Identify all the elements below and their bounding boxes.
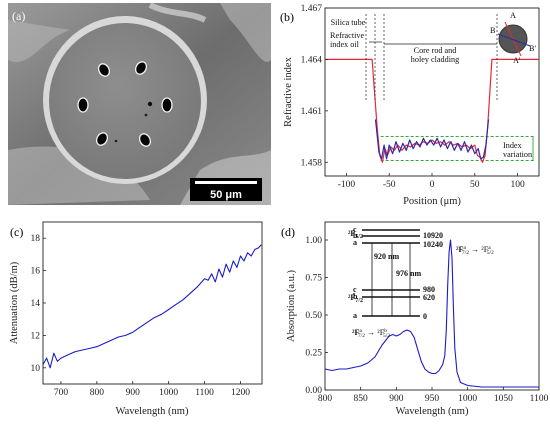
series-line-0 xyxy=(325,58,539,163)
lower-level-a: a xyxy=(353,311,357,320)
x-tick-label: 900 xyxy=(126,388,141,398)
x-tick-label: 800 xyxy=(318,394,333,404)
upper-level-a: a xyxy=(353,238,357,247)
scale-bar xyxy=(195,181,257,184)
y-tick-label: 0.25 xyxy=(305,349,322,359)
panel-label-d: (d) xyxy=(281,225,295,239)
annotation-index-variation: Index xyxy=(503,141,522,150)
series-line-1 xyxy=(374,119,490,160)
annotation-index-oil: Refractive xyxy=(330,31,364,40)
x-axis-label-c: Wavelength (nm) xyxy=(116,406,189,417)
lower-level-c-value: 980 xyxy=(423,285,435,294)
y-tick-label: 16 xyxy=(31,267,41,277)
y-tick-label: 10 xyxy=(31,364,41,374)
y-tick-label: 12 xyxy=(31,331,41,341)
y-tick-label: 1.461 xyxy=(301,107,323,117)
series-group-c xyxy=(42,244,262,369)
panel-label-b: (b) xyxy=(280,10,294,24)
x-tick-label: 1200 xyxy=(231,388,250,398)
panel-label-c: (c) xyxy=(10,225,23,239)
energy-level-diagram: ²F5/2 ²F7/2 c b a 10920 10240 c b a 980 … xyxy=(348,225,443,321)
panel-d: (d) 800 850 900 950 1000 1050 1100 0.00 0.25 0.50… xyxy=(281,221,549,417)
scale-bar-label: 50 μm xyxy=(210,189,242,201)
x-tick-label: 1000 xyxy=(159,388,178,398)
x-tick-label: 1100 xyxy=(195,388,214,398)
series-group-d xyxy=(324,239,539,388)
index-variation-band xyxy=(380,136,535,161)
x-tick-label: 0 xyxy=(430,180,435,190)
annotation-ab-transition: ²Fa 7/2 → ²Fb 5/2 xyxy=(352,328,390,339)
inset-label-A-prime: A' xyxy=(513,56,521,65)
lower-level-a-value: 0 xyxy=(423,312,427,321)
inset-label-A: A xyxy=(510,11,516,20)
y-tick-label: 1.458 xyxy=(301,158,323,168)
y-tick-label: 1.464 xyxy=(301,55,323,65)
y-tick-label: 0.00 xyxy=(305,386,322,396)
x-tick-label: 800 xyxy=(90,388,105,398)
transition-976: 976 nm xyxy=(396,269,421,278)
annotation-index-variation-2: variation xyxy=(503,150,532,159)
lower-term-label: ²F7/2 xyxy=(348,293,363,304)
y-tick-label: 18 xyxy=(31,234,41,244)
panel-a: 50 μm (a) xyxy=(8,2,271,205)
y-tick-label: 14 xyxy=(31,299,41,309)
x-tick-label: -100 xyxy=(338,180,356,190)
x-tick-label: 100 xyxy=(510,180,525,190)
plot-frame-c xyxy=(42,221,263,385)
annotation-aa-transition: ²Fa 7/2 → ²Fa 5/2 xyxy=(456,245,494,256)
x-tick-label: -50 xyxy=(383,180,396,190)
inset-label-B: B xyxy=(490,26,496,35)
upper-level-a-value: 10240 xyxy=(423,240,443,249)
annotation-guides-b xyxy=(365,14,498,100)
lower-level-b-value: 620 xyxy=(423,293,435,302)
x-tick-label: 950 xyxy=(425,394,440,404)
panel-b: (b) -100 -50 0 50 100 1.458 1.461 1.464 1.467 Si… xyxy=(280,4,540,207)
panel-c: (c) 700 800 900 1000 1100 1200 10 12 14 16 18 Wave… xyxy=(9,221,263,417)
inset-label-B-prime: B' xyxy=(529,44,536,53)
y-axis-label-b: Refractive index xyxy=(283,56,294,126)
x-tick-label: 1050 xyxy=(494,394,513,404)
x-axis-label-b: Position (μm) xyxy=(403,196,461,207)
axis-ticks-d: 800 850 900 950 1000 1050 1100 0.00 0.25 0.50 0.75… xyxy=(305,236,548,404)
y-tick-label: 1.467 xyxy=(301,4,323,14)
x-tick-label: 50 xyxy=(470,180,480,190)
annotation-core-rod-2: holey cladding xyxy=(411,55,459,64)
x-tick-label: 700 xyxy=(54,388,69,398)
y-tick-label: 1.00 xyxy=(305,236,322,246)
annotation-core-rod: Core rod and xyxy=(414,46,457,55)
y-axis-label-d: Absorption (a.u.) xyxy=(286,269,297,342)
inset-fiber-diagram: A B B' A' xyxy=(490,11,536,65)
series-line-0 xyxy=(42,244,262,369)
x-tick-label: 900 xyxy=(389,394,404,404)
transition-920: 920 nm xyxy=(374,252,399,261)
fiber-end-face xyxy=(49,23,201,179)
upper-level-c-value: 10920 xyxy=(423,231,443,240)
x-tick-label: 1100 xyxy=(530,394,549,404)
panel-label-a: (a) xyxy=(12,9,25,23)
upper-level-c: c xyxy=(353,225,357,234)
lower-level-b: b xyxy=(353,292,358,301)
y-axis-label-c: Attenuation (dB/m) xyxy=(9,261,20,344)
series-line-0 xyxy=(324,239,539,388)
annotation-silica-tube: Silica tube xyxy=(331,18,366,27)
y-tick-label: 0.50 xyxy=(305,311,322,321)
upper-term-label: ²F5/2 xyxy=(348,229,363,240)
air-holes xyxy=(77,61,173,147)
axis-ticks-b: -100 -50 0 50 100 1.458 1.461 1.464 1.467 xyxy=(301,4,525,190)
y-tick-label: 0.75 xyxy=(305,274,322,284)
upper-level-b: b xyxy=(353,231,358,240)
lower-level-c: c xyxy=(353,285,357,294)
axis-ticks-c: 700 800 900 1000 1100 1200 10 12 14 16 18 xyxy=(31,234,251,398)
x-tick-label: 850 xyxy=(354,394,369,404)
series-group-b xyxy=(325,58,539,163)
x-tick-label: 1000 xyxy=(458,394,477,404)
annotation-index-oil-2: index oil xyxy=(330,40,360,49)
x-axis-label-d: Wavelength (nm) xyxy=(396,406,469,417)
